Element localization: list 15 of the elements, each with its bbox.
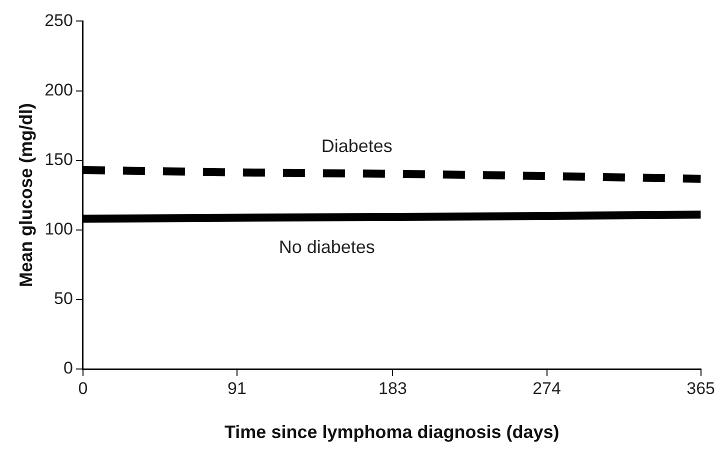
series-label: Diabetes	[321, 136, 392, 156]
x-axis-title: Time since lymphoma diagnosis (days)	[224, 422, 560, 442]
x-tick-label: 365	[686, 378, 716, 398]
x-tick-label: 0	[78, 378, 88, 398]
y-tick-label: 50	[54, 289, 73, 308]
y-tick-label: 150	[44, 150, 73, 170]
y-tick-label: 200	[44, 80, 73, 100]
y-tick-label: 0	[63, 358, 73, 378]
y-axis-title: Mean glucose (mg/dl)	[16, 103, 36, 288]
x-tick-label: 183	[378, 378, 407, 398]
y-tick-label: 100	[44, 220, 73, 239]
y-tick-label: 250	[44, 10, 73, 30]
x-tick-label: 274	[532, 378, 561, 398]
x-tick-label: 91	[228, 378, 246, 398]
series-label: No diabetes	[278, 236, 375, 257]
